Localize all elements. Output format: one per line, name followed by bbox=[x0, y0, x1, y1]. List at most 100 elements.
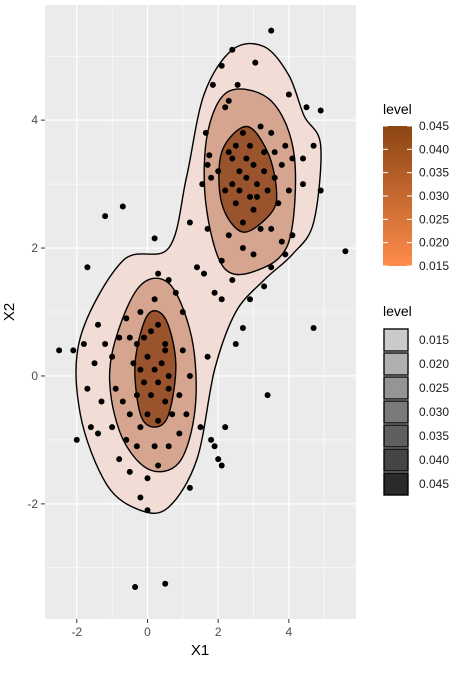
data-point bbox=[194, 264, 200, 271]
data-point bbox=[250, 206, 257, 213]
data-point bbox=[268, 129, 275, 136]
data-point bbox=[176, 430, 183, 437]
data-point bbox=[155, 379, 162, 386]
data-point bbox=[123, 436, 130, 443]
data-point bbox=[250, 161, 257, 168]
data-point bbox=[186, 484, 193, 491]
data-point bbox=[239, 129, 246, 136]
data-point bbox=[317, 187, 324, 194]
y-tick-label: 0 bbox=[31, 369, 38, 383]
alpha-legend-label: 0.025 bbox=[419, 381, 449, 395]
x-axis-title: X1 bbox=[191, 642, 209, 659]
data-point bbox=[80, 341, 87, 347]
data-point bbox=[215, 168, 222, 175]
data-point bbox=[169, 411, 176, 418]
data-point bbox=[218, 257, 225, 264]
data-point bbox=[155, 417, 162, 424]
fill-legend-title: level bbox=[383, 101, 412, 117]
alpha-level-legend: level 0.015 0.020 0.025 0.030 0.035 0.040 0.04… bbox=[383, 303, 449, 496]
data-point bbox=[289, 155, 296, 162]
alpha-legend-label: 0.030 bbox=[419, 405, 449, 419]
data-point bbox=[271, 174, 278, 181]
alpha-legend-label: 0.045 bbox=[419, 477, 449, 491]
data-point bbox=[151, 366, 158, 373]
data-point bbox=[137, 309, 144, 315]
data-point bbox=[211, 289, 218, 296]
data-point bbox=[199, 181, 206, 188]
fill-level-legend: level 0.045 0.040 0.035 0.030 0.025 0.020 0.01… bbox=[383, 101, 449, 273]
fill-legend-label: 0.025 bbox=[419, 212, 449, 226]
data-point bbox=[155, 462, 162, 469]
data-point bbox=[218, 296, 225, 303]
data-point bbox=[215, 456, 222, 463]
y-tick-label: 4 bbox=[31, 113, 38, 127]
data-point bbox=[261, 283, 268, 290]
data-point bbox=[162, 398, 169, 405]
data-point bbox=[236, 187, 243, 194]
alpha-key-bg bbox=[383, 328, 409, 352]
data-point bbox=[278, 161, 285, 168]
alpha-key-swatch bbox=[383, 472, 409, 496]
data-point bbox=[239, 245, 246, 251]
data-point bbox=[225, 97, 232, 104]
alpha-legend-label: 0.035 bbox=[419, 429, 449, 443]
data-point bbox=[132, 584, 139, 590]
scatter-points bbox=[56, 27, 349, 590]
data-point bbox=[162, 580, 169, 587]
data-point bbox=[137, 494, 144, 501]
data-point bbox=[183, 411, 190, 418]
data-point bbox=[250, 251, 257, 258]
data-point bbox=[232, 341, 239, 347]
y-tick-label: -2 bbox=[27, 497, 38, 511]
alpha-key-swatch bbox=[383, 400, 409, 424]
data-point bbox=[151, 235, 158, 242]
data-point bbox=[95, 430, 101, 437]
data-point bbox=[254, 193, 260, 200]
data-point bbox=[102, 213, 109, 220]
data-point bbox=[186, 373, 193, 379]
data-point bbox=[278, 238, 285, 245]
data-point bbox=[222, 187, 229, 194]
data-point bbox=[247, 142, 253, 149]
data-point bbox=[264, 187, 271, 194]
data-point bbox=[303, 104, 310, 111]
data-point bbox=[162, 341, 169, 347]
alpha-key-bg bbox=[383, 376, 409, 400]
data-point bbox=[211, 443, 218, 450]
data-point bbox=[310, 142, 317, 149]
data-point bbox=[261, 149, 268, 156]
data-point bbox=[268, 27, 275, 34]
data-point bbox=[165, 385, 172, 392]
fill-legend-label: 0.030 bbox=[419, 189, 449, 203]
data-point bbox=[342, 248, 349, 255]
data-point bbox=[91, 360, 98, 367]
data-point bbox=[271, 149, 278, 156]
alpha-key-swatch bbox=[383, 328, 409, 352]
data-point bbox=[252, 59, 259, 66]
x-tick-label: -2 bbox=[71, 625, 82, 639]
data-point bbox=[119, 398, 126, 405]
x-tick-label: 4 bbox=[286, 625, 293, 639]
data-point bbox=[201, 270, 207, 277]
data-point bbox=[229, 181, 236, 188]
data-point bbox=[232, 200, 239, 207]
data-point bbox=[204, 225, 211, 232]
data-point bbox=[84, 385, 91, 392]
data-point bbox=[95, 321, 101, 328]
data-point bbox=[116, 334, 123, 341]
data-point bbox=[285, 187, 292, 194]
data-point bbox=[144, 411, 151, 418]
data-point bbox=[87, 424, 94, 431]
data-point bbox=[144, 353, 151, 360]
alpha-legend-label: 0.040 bbox=[419, 453, 449, 467]
alpha-key-bg bbox=[383, 400, 409, 424]
data-point bbox=[247, 296, 253, 303]
data-point bbox=[56, 347, 63, 354]
data-point bbox=[165, 443, 172, 450]
alpha-key-swatch bbox=[383, 352, 409, 376]
data-point bbox=[208, 436, 215, 443]
alpha-legend-label: 0.020 bbox=[419, 357, 449, 371]
data-point bbox=[73, 436, 80, 443]
data-point bbox=[137, 366, 144, 373]
data-point bbox=[119, 203, 126, 210]
